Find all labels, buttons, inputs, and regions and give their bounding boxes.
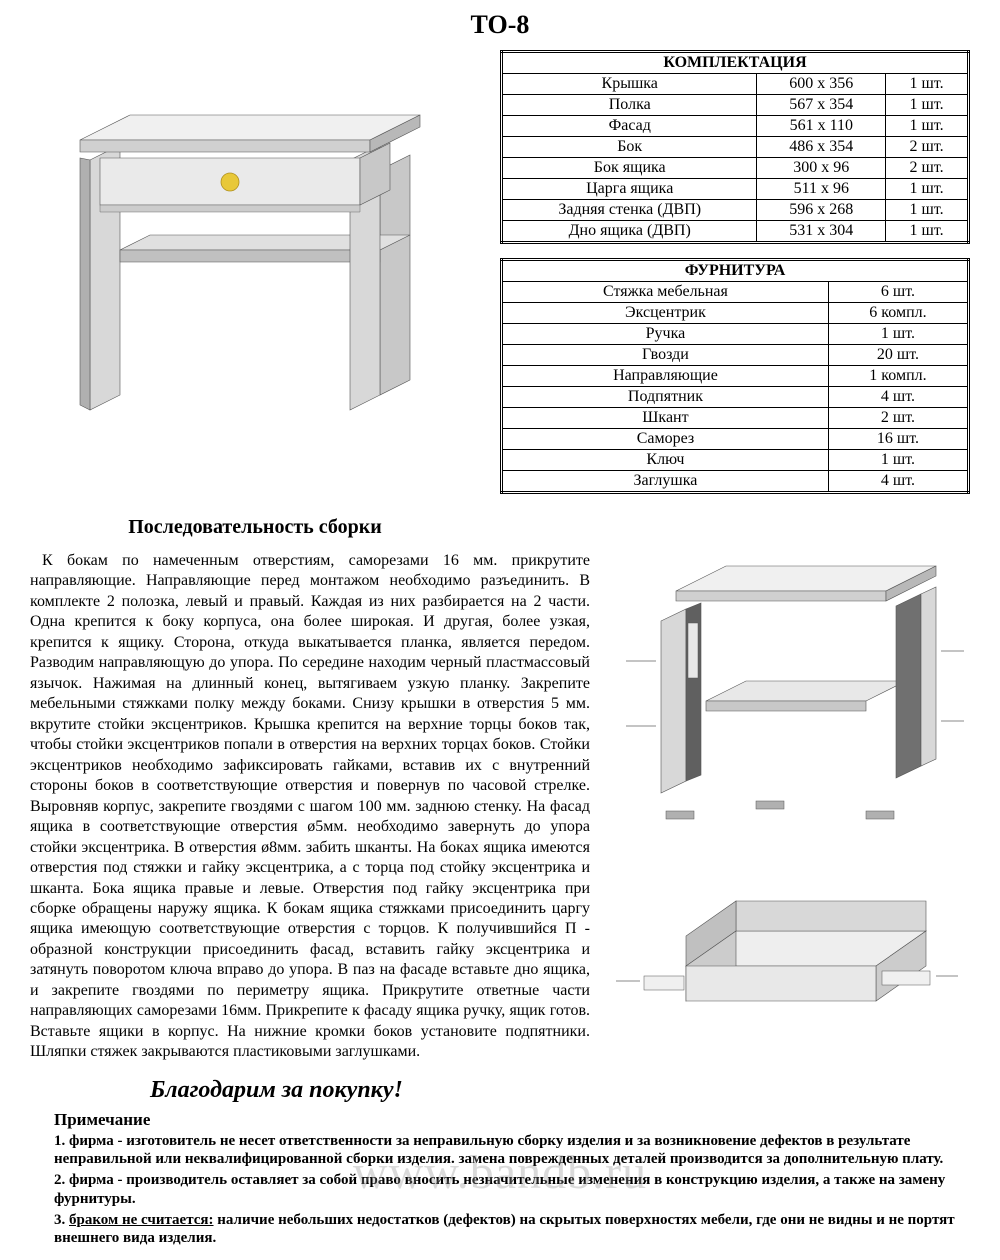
hw-name: Шкант (502, 408, 829, 429)
notes-heading: Примечание (54, 1110, 970, 1130)
note-1: 1. фирма - изготовитель не несет ответст… (54, 1132, 960, 1170)
hardware-table: ФУРНИТУРА Стяжка мебельная6 шт.Эксцентри… (500, 258, 970, 494)
hw-qty: 1 шт. (828, 450, 968, 471)
part-qty: 1 шт. (886, 95, 969, 116)
table-row: Эксцентрик6 компл. (502, 303, 969, 324)
table-row: Саморез16 шт. (502, 429, 969, 450)
part-name: Фасад (502, 116, 757, 137)
part-dim: 596 х 268 (757, 200, 886, 221)
part-qty: 2 шт. (886, 137, 969, 158)
table-row: Задняя стенка (ДВП)596 х 2681 шт. (502, 200, 969, 221)
part-name: Дно ящика (ДВП) (502, 221, 757, 243)
page-title: ТО-8 (30, 10, 970, 40)
table-row: Фасад561 х 1101 шт. (502, 116, 969, 137)
part-dim: 300 х 96 (757, 158, 886, 179)
top-section: КОМПЛЕКТАЦИЯ Крышка600 х 3561 шт.Полка56… (30, 50, 970, 508)
table-row: Бок486 х 3542 шт. (502, 137, 969, 158)
hw-qty: 6 шт. (828, 282, 968, 303)
table-row: Царга ящика511 х 961 шт. (502, 179, 969, 200)
part-dim: 511 х 96 (757, 179, 886, 200)
part-qty: 1 шт. (886, 74, 969, 95)
hw-qty: 1 шт. (828, 324, 968, 345)
parts-table: КОМПЛЕКТАЦИЯ Крышка600 х 3561 шт.Полка56… (500, 50, 970, 244)
product-illustration (30, 50, 480, 508)
note-3-underline: браком не считается: (69, 1212, 214, 1228)
hw-name: Саморез (502, 429, 829, 450)
assembly-heading: Последовательность сборки (30, 516, 480, 539)
table-row: Крышка600 х 3561 шт. (502, 74, 969, 95)
part-name: Бок ящика (502, 158, 757, 179)
notes-block: 1. фирма - изготовитель не несет ответст… (30, 1132, 970, 1249)
note-2: 2. фирма - производитель оставляет за со… (54, 1171, 960, 1209)
hw-name: Направляющие (502, 366, 829, 387)
hw-qty: 1 компл. (828, 366, 968, 387)
table-row: Дно ящика (ДВП)531 х 3041 шт. (502, 221, 969, 243)
hw-qty: 16 шт. (828, 429, 968, 450)
table-row: Полка567 х 3541 шт. (502, 95, 969, 116)
table-row: Заглушка4 шт. (502, 471, 969, 493)
hw-name: Подпятник (502, 387, 829, 408)
hw-qty: 6 компл. (828, 303, 968, 324)
hw-name: Эксцентрик (502, 303, 829, 324)
exploded-body (606, 551, 966, 871)
part-qty: 1 шт. (886, 221, 969, 243)
exploded-diagrams (606, 551, 970, 1063)
thanks-message: Благодарим за покупку! (150, 1077, 970, 1104)
hw-name: Гвозди (502, 345, 829, 366)
table-row: Ключ1 шт. (502, 450, 969, 471)
mid-section: К бокам по намеченным отверстиям, саморе… (30, 551, 970, 1063)
part-name: Полка (502, 95, 757, 116)
table-row: Стяжка мебельная6 шт. (502, 282, 969, 303)
hw-name: Заглушка (502, 471, 829, 493)
part-dim: 531 х 304 (757, 221, 886, 243)
exploded-drawer (606, 876, 966, 1046)
part-name: Царга ящика (502, 179, 757, 200)
table-row: Гвозди20 шт. (502, 345, 969, 366)
table-row: Подпятник4 шт. (502, 387, 969, 408)
hw-qty: 2 шт. (828, 408, 968, 429)
part-dim: 600 х 356 (757, 74, 886, 95)
part-name: Задняя стенка (ДВП) (502, 200, 757, 221)
hw-name: Стяжка мебельная (502, 282, 829, 303)
tables-column: КОМПЛЕКТАЦИЯ Крышка600 х 3561 шт.Полка56… (500, 50, 970, 508)
hw-name: Ключ (502, 450, 829, 471)
table-row: Направляющие1 компл. (502, 366, 969, 387)
part-name: Бок (502, 137, 757, 158)
part-qty: 2 шт. (886, 158, 969, 179)
furniture-render (30, 50, 450, 430)
hw-qty: 20 шт. (828, 345, 968, 366)
hw-qty: 4 шт. (828, 387, 968, 408)
hw-name: Ручка (502, 324, 829, 345)
part-qty: 1 шт. (886, 179, 969, 200)
note-3: 3. браком не считается: наличие небольши… (54, 1211, 960, 1249)
parts-table-header: КОМПЛЕКТАЦИЯ (502, 52, 969, 74)
hardware-table-header: ФУРНИТУРА (502, 260, 969, 282)
part-dim: 486 х 354 (757, 137, 886, 158)
table-row: Бок ящика300 х 962 шт. (502, 158, 969, 179)
table-row: Шкант2 шт. (502, 408, 969, 429)
part-qty: 1 шт. (886, 116, 969, 137)
part-name: Крышка (502, 74, 757, 95)
assembly-instructions: К бокам по намеченным отверстиям, саморе… (30, 551, 590, 1063)
part-dim: 561 х 110 (757, 116, 886, 137)
table-row: Ручка1 шт. (502, 324, 969, 345)
hw-qty: 4 шт. (828, 471, 968, 493)
note-3-prefix: 3. (54, 1212, 69, 1228)
part-qty: 1 шт. (886, 200, 969, 221)
part-dim: 567 х 354 (757, 95, 886, 116)
